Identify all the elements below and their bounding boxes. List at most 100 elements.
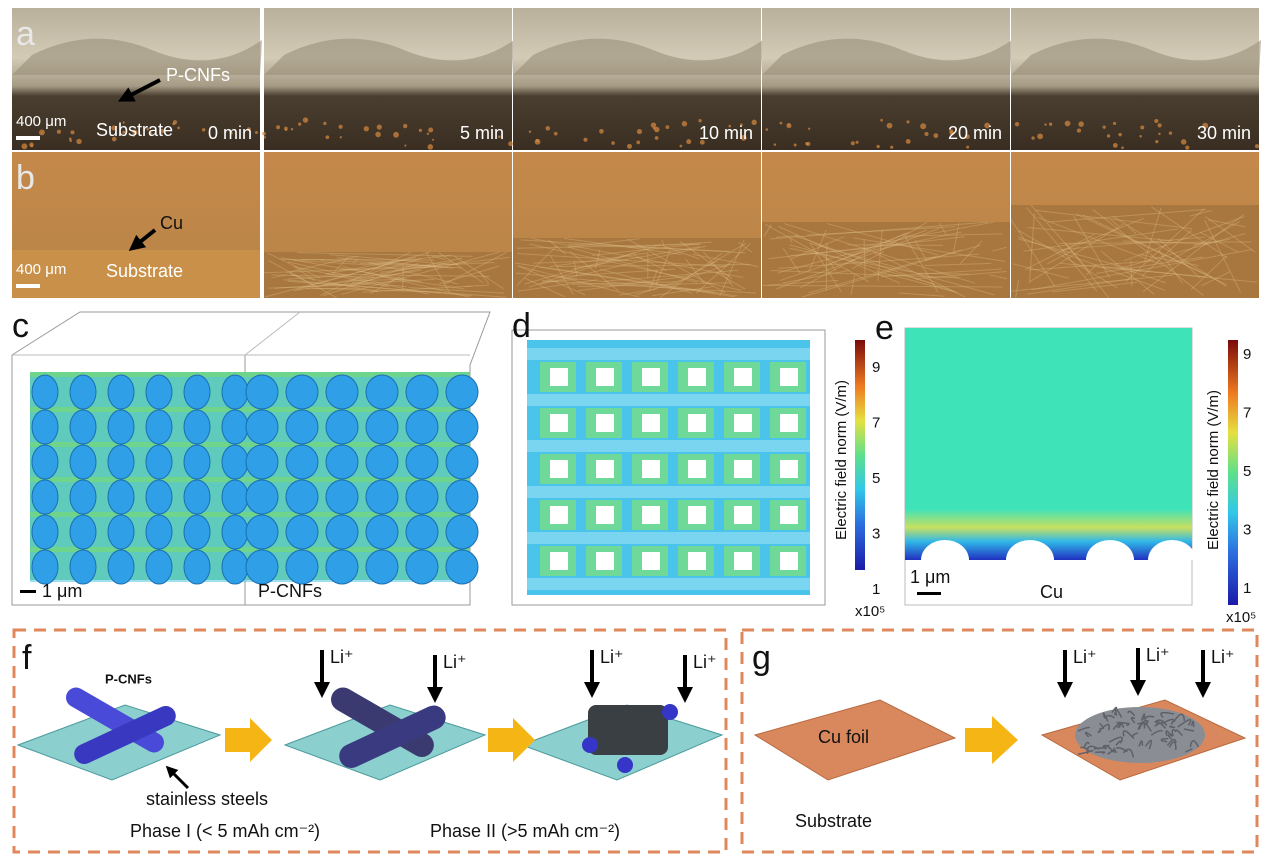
photo-texture bbox=[702, 251, 734, 287]
photo-speckle bbox=[418, 128, 422, 132]
dendrite bbox=[1160, 711, 1175, 719]
photo-substrate bbox=[264, 252, 512, 298]
photo-speckle bbox=[534, 138, 541, 145]
photo-texture bbox=[267, 252, 321, 279]
photo-texture bbox=[659, 252, 723, 298]
pore bbox=[688, 414, 706, 432]
phase-label: Phase II (>5 mAh cm⁻²) bbox=[430, 821, 620, 841]
photo-texture bbox=[296, 266, 390, 288]
colorbar-title: Electric field norm (V/m) bbox=[833, 380, 850, 540]
photo-speckle bbox=[1121, 146, 1124, 150]
photo-texture bbox=[283, 279, 473, 297]
photo-texture bbox=[808, 255, 938, 294]
photo-texture bbox=[1092, 208, 1204, 296]
photo-texture bbox=[518, 279, 598, 292]
photo-speckle bbox=[363, 126, 369, 132]
photo-speckle bbox=[949, 131, 954, 136]
fiber-end bbox=[245, 444, 279, 480]
colorbar-tick: 3 bbox=[872, 525, 880, 542]
photo-speckle bbox=[528, 130, 532, 133]
photo-speckle bbox=[1254, 144, 1260, 149]
fiber-end bbox=[445, 374, 479, 410]
photo-speckle bbox=[254, 131, 258, 134]
fiber-end bbox=[405, 514, 439, 550]
photo-texture bbox=[293, 265, 315, 281]
photo-texture bbox=[349, 278, 407, 282]
ion-label: Li⁺ bbox=[330, 647, 354, 667]
pore bbox=[596, 368, 614, 386]
pore bbox=[596, 414, 614, 432]
photo-texture bbox=[453, 255, 504, 290]
photo-texture bbox=[692, 253, 759, 268]
scale-bar bbox=[16, 136, 40, 140]
photo-texture bbox=[1113, 264, 1166, 284]
fiber-end bbox=[445, 479, 479, 515]
photo-texture bbox=[296, 251, 431, 291]
fiber-end bbox=[245, 409, 279, 445]
fiber-end bbox=[325, 409, 359, 445]
dendrite bbox=[1144, 715, 1155, 720]
photo-texture bbox=[1201, 271, 1231, 287]
pore bbox=[550, 552, 568, 570]
pore bbox=[688, 506, 706, 524]
photo-texture bbox=[478, 270, 490, 285]
photo-speckle bbox=[508, 141, 514, 147]
photo-texture bbox=[1010, 274, 1174, 292]
dendrite bbox=[1175, 729, 1183, 737]
scale-bar bbox=[16, 284, 40, 288]
pore bbox=[688, 460, 706, 478]
fiber-end bbox=[31, 374, 59, 410]
photo-texture bbox=[1205, 216, 1256, 253]
photo-texture bbox=[323, 269, 422, 286]
photo-speckle bbox=[1140, 125, 1145, 130]
photo-texture bbox=[287, 274, 346, 280]
photo-texture bbox=[848, 231, 962, 256]
photo-texture bbox=[914, 271, 1007, 280]
fiber-end bbox=[69, 514, 97, 550]
photo-texture bbox=[1143, 208, 1162, 263]
photo-speckle bbox=[159, 128, 165, 134]
photo-texture bbox=[290, 274, 379, 293]
photo-texture bbox=[516, 243, 701, 249]
photo-texture bbox=[531, 237, 744, 279]
photo-texture bbox=[320, 251, 411, 296]
fiber-end bbox=[245, 549, 279, 585]
process-arrow bbox=[488, 718, 535, 762]
photo-texture bbox=[263, 266, 444, 274]
photo-texture bbox=[567, 238, 640, 248]
fiber-end bbox=[107, 409, 135, 445]
photo-texture bbox=[1018, 238, 1142, 273]
dendrite bbox=[1140, 713, 1146, 721]
photo-speckle bbox=[146, 127, 149, 131]
panel-label: b bbox=[16, 159, 35, 197]
photo-texture bbox=[539, 245, 706, 285]
photo-texture bbox=[1060, 236, 1205, 251]
photo-texture bbox=[274, 278, 435, 289]
photo-speckle bbox=[553, 131, 558, 136]
photo-texture bbox=[1082, 214, 1227, 286]
fiber-end bbox=[445, 549, 479, 585]
scale-bar-label: 1 μm bbox=[42, 581, 82, 601]
colorbar-tick: 7 bbox=[1243, 404, 1251, 421]
photo-texture bbox=[438, 265, 500, 285]
dendrite bbox=[1114, 707, 1123, 718]
photo-speckle bbox=[739, 123, 743, 127]
fiber-end bbox=[325, 444, 359, 480]
photo-texture bbox=[1015, 280, 1020, 298]
photo-texture bbox=[538, 266, 736, 298]
dendrite bbox=[1154, 719, 1168, 727]
fiber-end bbox=[325, 549, 359, 585]
photo-texture bbox=[1110, 220, 1119, 227]
panel-b bbox=[12, 152, 1259, 299]
fiber-end bbox=[183, 479, 211, 515]
photo-texture bbox=[863, 239, 866, 278]
photo-texture bbox=[877, 229, 883, 281]
fiber bbox=[74, 705, 176, 765]
photo-speckle bbox=[403, 123, 408, 129]
photo-speckle bbox=[679, 144, 683, 148]
dendrite bbox=[1137, 720, 1146, 731]
photo-speckle bbox=[650, 122, 657, 128]
photo-texture bbox=[1141, 229, 1192, 277]
arrow bbox=[165, 765, 190, 790]
photo-speckle bbox=[654, 136, 659, 140]
